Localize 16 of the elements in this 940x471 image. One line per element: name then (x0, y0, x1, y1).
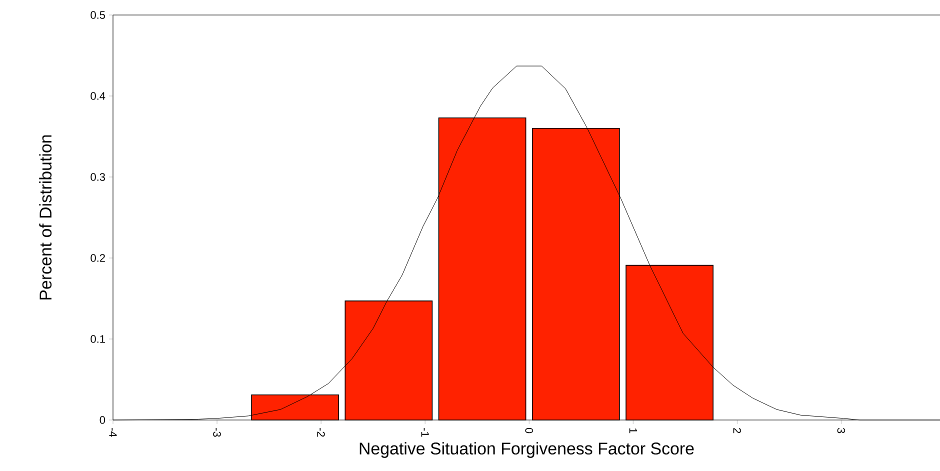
y-tick-label: 0.2 (90, 254, 105, 262)
x-tick-label: 0 (525, 428, 533, 434)
x-tick-label: 2 (733, 428, 741, 434)
y-axis-title: Percent of Distribution (39, 135, 52, 300)
y-tick-label: 0 (100, 416, 106, 424)
x-tick-label: -2 (317, 428, 325, 437)
y-tick-label: 0.5 (90, 11, 106, 19)
x-tick-label: 3 (837, 428, 846, 434)
y-tick-label: 0.3 (90, 173, 105, 181)
x-tick-label: 1 (629, 428, 637, 434)
x-axis-title: Negative Situation Forgiveness Factor Score (360, 442, 694, 458)
x-tick-label: -1 (421, 428, 429, 437)
y-tick-label: 0.4 (90, 92, 106, 100)
y-tick-label: 0.1 (90, 335, 105, 343)
x-tick-label: -3 (213, 428, 221, 437)
x-tick-label: -4 (109, 428, 117, 437)
